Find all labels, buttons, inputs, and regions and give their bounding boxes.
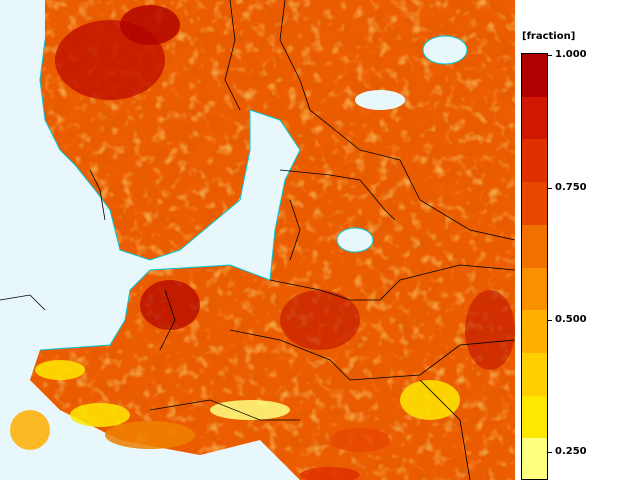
map-svg bbox=[0, 0, 515, 480]
water-bodies bbox=[215, 36, 467, 270]
legend-color-step bbox=[522, 54, 547, 98]
southern-land-patches bbox=[10, 360, 460, 480]
legend-color-step bbox=[522, 310, 547, 354]
legend-tick-mark bbox=[548, 188, 552, 189]
coastlines bbox=[39, 35, 468, 351]
legend-tick-1000: 1.000 bbox=[555, 49, 587, 60]
legend-color-step bbox=[522, 352, 547, 397]
legend-color-step bbox=[522, 182, 547, 226]
legend-tick-0500: 0.500 bbox=[555, 314, 587, 325]
legend-tick-mark bbox=[548, 55, 552, 56]
legend-color-step bbox=[522, 139, 547, 184]
legend-tick-mark bbox=[548, 320, 552, 321]
dark-highlands bbox=[55, 5, 515, 370]
legend-color-step bbox=[522, 224, 547, 269]
legend-unit-label: [fraction] bbox=[522, 31, 576, 42]
legend-tick-0250: 0.250 bbox=[555, 446, 587, 457]
legend-color-step bbox=[522, 96, 547, 141]
legend-tick-0750: 0.750 bbox=[555, 182, 587, 193]
legend-color-step bbox=[522, 438, 547, 479]
country-borders bbox=[0, 0, 515, 480]
legend-color-step bbox=[522, 395, 547, 440]
map-panel bbox=[0, 0, 515, 480]
legend-color-step bbox=[522, 267, 547, 312]
legend-tick-mark bbox=[548, 452, 552, 453]
legend-colorbar bbox=[521, 53, 548, 480]
